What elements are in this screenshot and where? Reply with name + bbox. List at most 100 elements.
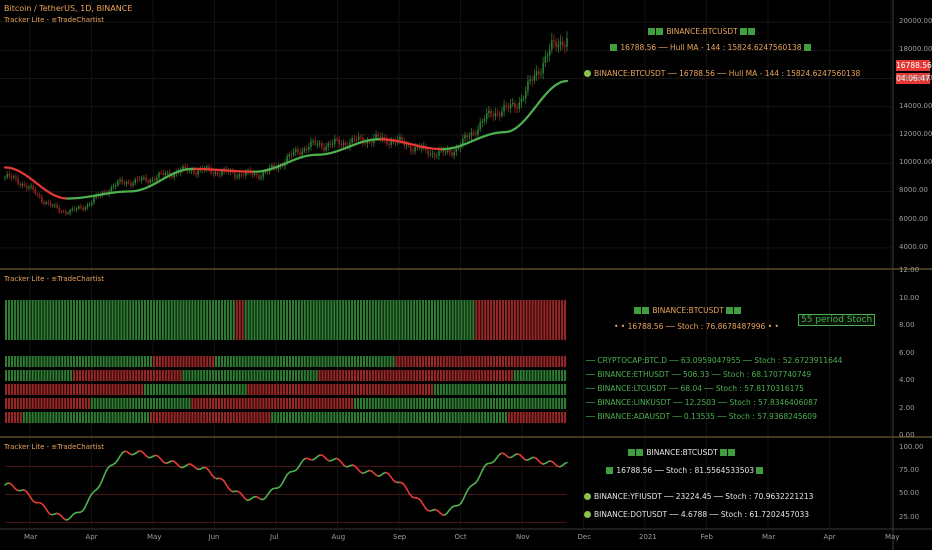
price-candle [260, 176, 262, 179]
heatmap-cell [291, 398, 294, 409]
price-candle [292, 151, 295, 155]
heatmap-cell [410, 398, 413, 409]
price-candle [438, 150, 440, 156]
heatmap-cell [52, 356, 55, 367]
heatmap-cell [433, 384, 436, 395]
heatmap-cell [31, 300, 34, 340]
heatmap-cell [277, 370, 280, 381]
heatmap-cell [342, 300, 345, 340]
heatmap-cell [410, 356, 413, 367]
heatmap-cell [78, 300, 82, 340]
heatmap-cell [250, 300, 253, 340]
heatmap-cell [389, 384, 392, 395]
heatmap-cell [194, 412, 197, 423]
heatmap-cell [268, 370, 271, 381]
heatmap-cell [200, 300, 203, 340]
heatmap-cell [19, 398, 22, 409]
heatmap-cell [99, 412, 102, 423]
price-candle [25, 185, 28, 189]
heatmap-cell [259, 384, 262, 395]
heatmap-cell [126, 412, 129, 423]
heatmap-cell [70, 384, 73, 395]
heatmap-cell [439, 412, 442, 423]
stoch-line-segment [563, 461, 568, 465]
price-candle [316, 144, 319, 146]
heatmap-cell [179, 356, 182, 367]
heatmap-cell [158, 356, 161, 367]
heatmap-cell [345, 370, 348, 381]
heatmap-cell [132, 300, 135, 340]
price-candle [522, 98, 525, 100]
indicator-label[interactable]: Tracker Lite - ≡TradeChartist [4, 16, 104, 24]
heatmap-cell [185, 356, 188, 367]
heatmap-cell [200, 412, 203, 423]
heatmap-cell [58, 356, 61, 367]
heatmap-cell [398, 384, 401, 395]
heatmap-cell [19, 412, 22, 423]
stoch-line-segment [86, 496, 91, 504]
heatmap-cell [525, 412, 528, 423]
heatmap-cell [46, 384, 49, 395]
heatmap-cell [34, 356, 37, 367]
heatmap-cell [179, 412, 182, 423]
price-candle [34, 189, 37, 194]
heatmap-cell [73, 300, 76, 340]
heatmap-cell [404, 356, 407, 367]
heatmap-cell [64, 356, 67, 367]
heatmap-cell [433, 370, 436, 381]
heatmap-cell [73, 356, 76, 367]
pane3-label[interactable]: Tracker Lite - ≡TradeChartist [4, 443, 104, 451]
heatmap-cell [356, 370, 360, 381]
price-candle [56, 204, 58, 208]
heatmap-cell [507, 412, 510, 423]
heatmap-cell [354, 384, 357, 395]
heatmap-cell [188, 300, 191, 340]
heatmap-cell [306, 384, 309, 395]
price-candle [490, 110, 492, 116]
price-candle [379, 136, 382, 139]
heatmap-cell [345, 300, 348, 340]
price-candle [210, 168, 212, 174]
heatmap-cell [481, 356, 484, 367]
heatmap-cell [241, 398, 244, 409]
heatmap-cell [283, 356, 286, 367]
heatmap-cell [401, 356, 404, 367]
heatmap-cell [52, 384, 55, 395]
heatmap-cell [359, 356, 363, 367]
heatmap-cell [114, 356, 117, 367]
heatmap-cell [430, 398, 434, 409]
heatmap-cell [283, 398, 286, 409]
heatmap-cell [552, 384, 555, 395]
heatmap-cell [425, 412, 428, 423]
price-candle [492, 115, 495, 117]
heatmap-cell [300, 356, 303, 367]
pane2-label[interactable]: Tracker Lite - ≡TradeChartist [4, 275, 104, 283]
heatmap-cell [407, 356, 410, 367]
price-candle [455, 148, 458, 153]
heatmap-cell [280, 412, 283, 423]
price-candle [288, 154, 291, 157]
heatmap-cell [84, 370, 87, 381]
price-candle [158, 172, 160, 178]
heatmap-cell [212, 412, 215, 423]
price-candle [38, 194, 41, 198]
price-candle [160, 172, 163, 174]
heatmap-cell [28, 356, 31, 367]
heatmap-cell [561, 356, 564, 367]
price-candle [360, 136, 362, 138]
heatmap-cell [93, 356, 96, 367]
price-candle [351, 138, 353, 143]
heatmap-cell [102, 356, 105, 367]
heatmap-cell [336, 398, 339, 409]
heatmap-cell [380, 370, 383, 381]
heatmap-cell [481, 412, 484, 423]
heatmap-cell [232, 370, 235, 381]
heatmap-cell [288, 356, 292, 367]
price-candle [104, 192, 106, 193]
heatmap-cell [493, 370, 496, 381]
price-candle [41, 197, 43, 202]
heatmap-cell [277, 384, 280, 395]
heatmap-cell [52, 300, 55, 340]
price-candle [429, 154, 432, 155]
